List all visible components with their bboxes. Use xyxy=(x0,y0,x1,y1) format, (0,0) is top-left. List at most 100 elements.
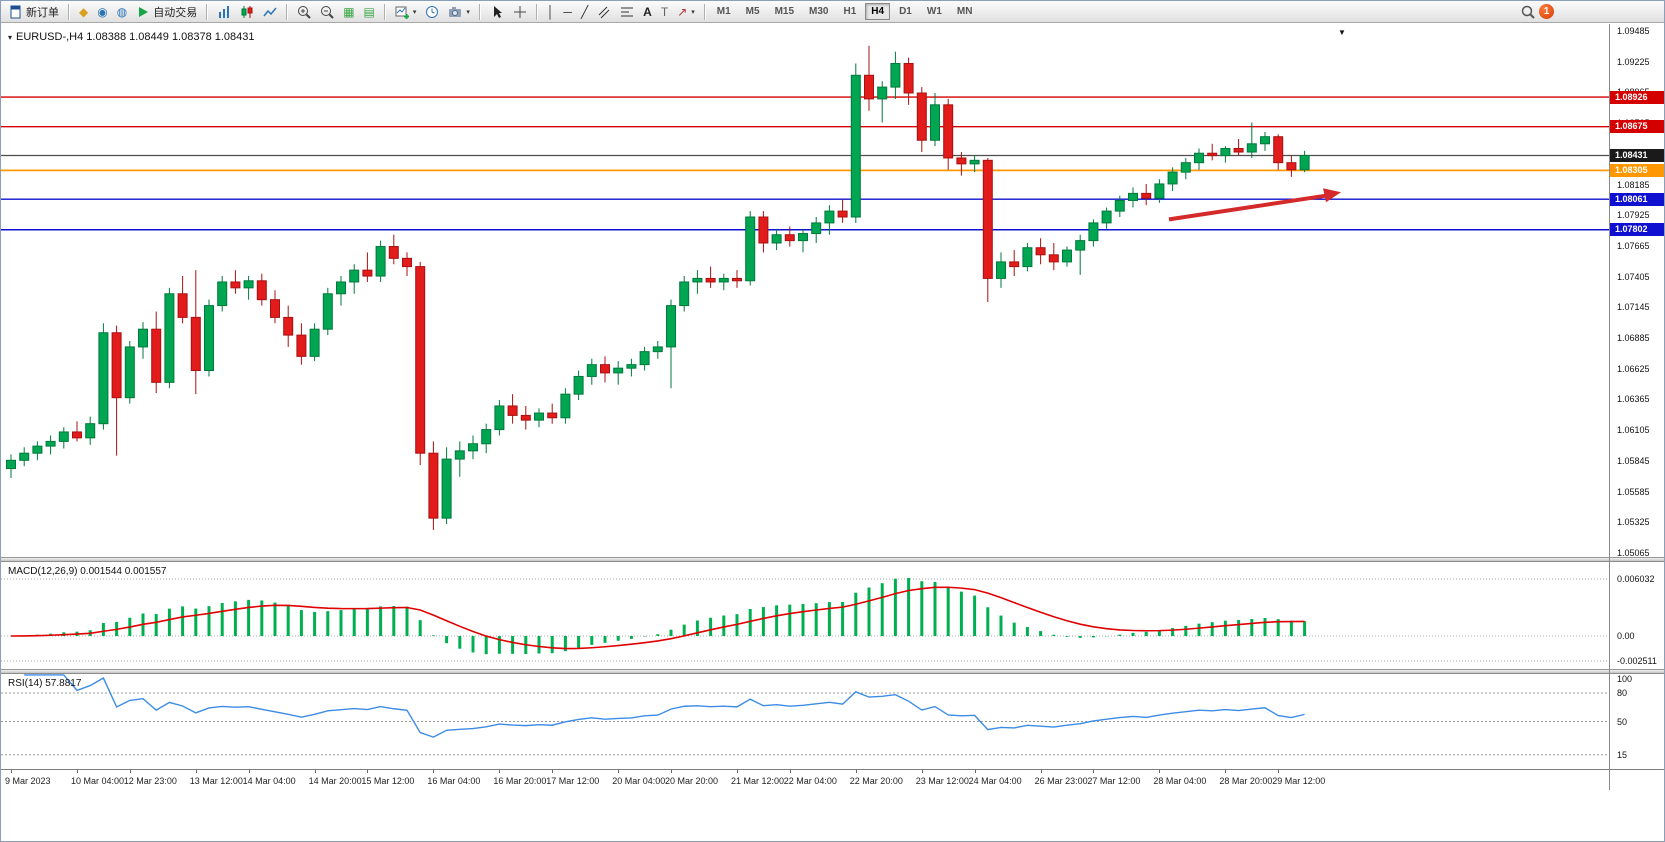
rsi-scale: 100 80 50 15 xyxy=(1610,674,1664,769)
time-tick xyxy=(248,770,250,773)
zoom-out-icon xyxy=(320,5,334,19)
trendline-button[interactable]: ╱ xyxy=(577,2,592,22)
time-label: 29 Mar 12:00 xyxy=(1272,776,1326,786)
timeframe-m1-button[interactable]: M1 xyxy=(716,6,731,17)
price-tick: 1.07145 xyxy=(1617,302,1650,313)
rsi-panel[interactable] xyxy=(1,674,1609,769)
time-tick xyxy=(195,770,197,773)
timeframe-d1-button[interactable]: D1 xyxy=(899,6,912,17)
price-tick: 1.09485 xyxy=(1617,26,1650,36)
timeframe-h1-button[interactable]: H1 xyxy=(843,6,857,17)
time-tick xyxy=(499,770,501,773)
navigator-button[interactable]: ◍ xyxy=(113,2,131,22)
hlines-layer xyxy=(1,96,1609,231)
time-label: 16 Mar 20:00 xyxy=(493,776,547,786)
zoom-in-icon xyxy=(297,5,311,19)
price-tick: 1.08185 xyxy=(1617,179,1650,190)
macd-tick: 0.00 xyxy=(1617,631,1635,641)
pivot-line-badge: 1.08305 xyxy=(1610,163,1664,177)
support-line-1-badge: 1.08061 xyxy=(1610,192,1664,206)
panel-separator[interactable] xyxy=(1,557,1664,562)
fibonacci-button[interactable] xyxy=(616,2,638,22)
timeframe-mn-button[interactable]: MN xyxy=(956,6,973,17)
candlestick-chart-button[interactable] xyxy=(236,2,258,22)
market-watch-button[interactable]: ◉ xyxy=(93,2,111,22)
chart-menu-arrow-icon[interactable]: ▼ xyxy=(1338,28,1346,37)
bar-chart-button[interactable] xyxy=(213,2,235,22)
time-tick xyxy=(11,770,12,773)
new-order-label: 新订单 xyxy=(26,6,59,19)
time-tick xyxy=(1159,770,1161,773)
search-button[interactable] xyxy=(1517,2,1539,22)
time-tick xyxy=(367,770,369,773)
cascade-windows-button[interactable]: ▤ xyxy=(360,2,379,22)
timeframe-m5-button[interactable]: M5 xyxy=(745,6,760,17)
resistance-line-2-badge: 1.08675 xyxy=(1610,120,1664,134)
charts-button[interactable]: ◆ xyxy=(75,2,92,22)
time-tick xyxy=(1225,770,1227,773)
crosshair-button[interactable] xyxy=(509,2,531,22)
time-tick xyxy=(77,770,78,773)
snapshot-icon xyxy=(448,5,462,19)
new-chart-button[interactable]: ▾ xyxy=(391,2,421,22)
time-axis[interactable]: 9 Mar 2023 10 Mar 04:00 12 Mar 23:00 13 Mar… xyxy=(1,769,1664,792)
tile-windows-button[interactable]: ▦ xyxy=(339,2,358,22)
time-tick xyxy=(855,770,857,773)
price-chart[interactable] xyxy=(1,24,1609,557)
toolbar-separator xyxy=(478,3,481,20)
macd-histogram xyxy=(22,578,1307,655)
line-chart-icon xyxy=(263,5,277,19)
timeframe-w1-button[interactable]: W1 xyxy=(926,6,942,17)
horizontal-line-button[interactable]: ─ xyxy=(559,2,576,22)
period-button[interactable] xyxy=(421,2,443,22)
time-label: 28 Mar 20:00 xyxy=(1219,776,1273,786)
macd-tick: -0.002511 xyxy=(1617,656,1657,666)
autotrading-icon xyxy=(136,5,150,19)
time-tick xyxy=(618,770,620,773)
chart-title-text: EURUSD-,H4 1.08388 1.08449 1.08378 1.084… xyxy=(16,31,255,43)
new-order-button[interactable]: 新订单 xyxy=(5,2,63,22)
timeframe-h4-button[interactable]: H4 xyxy=(865,3,891,20)
line-chart-button[interactable] xyxy=(259,2,281,22)
label-icon: T xyxy=(660,4,669,19)
time-label: 28 Mar 04:00 xyxy=(1153,776,1207,786)
arrow-annotation xyxy=(1168,188,1341,222)
vertical-line-icon: │ xyxy=(546,4,555,19)
macd-label: MACD(12,26,9) 0.001544 0.001557 xyxy=(8,566,167,577)
rsi-line xyxy=(24,674,1305,738)
chart-collapse-icon[interactable]: ▾ xyxy=(8,32,13,42)
scale-divider xyxy=(1609,24,1610,790)
cascade-windows-icon: ▤ xyxy=(363,4,375,19)
time-label: 24 Mar 04:00 xyxy=(968,776,1022,786)
zoom-in-button[interactable] xyxy=(293,2,315,22)
macd-panel[interactable] xyxy=(1,562,1609,669)
price-scale[interactable]: 1.094851.092251.089651.087051.084451.081… xyxy=(1610,24,1664,558)
panel-separator[interactable] xyxy=(1,669,1664,674)
snapshot-button[interactable]: ▾ xyxy=(444,2,474,22)
channel-button[interactable] xyxy=(593,2,615,22)
chart-title: ▾ EURUSD-,H4 1.08388 1.08449 1.08378 1.0… xyxy=(8,31,255,43)
cursor-button[interactable] xyxy=(486,2,508,22)
zoom-out-button[interactable] xyxy=(316,2,338,22)
price-tick: 1.05845 xyxy=(1617,455,1650,466)
label-button[interactable]: T xyxy=(657,2,672,22)
autotrading-button[interactable]: 自动交易 xyxy=(132,2,201,22)
time-tick xyxy=(737,770,738,773)
timeframe-m30-button[interactable]: M30 xyxy=(809,6,829,17)
timeframe-m15-button[interactable]: M15 xyxy=(774,6,795,17)
notification-badge[interactable]: 1 xyxy=(1539,4,1554,19)
text-button[interactable]: A xyxy=(639,2,656,22)
time-label: 22 Mar 20:00 xyxy=(849,776,903,786)
time-tick xyxy=(789,770,791,773)
vertical-line-button[interactable]: │ xyxy=(543,2,559,22)
time-label: 12 Mar 23:00 xyxy=(123,776,177,786)
rsi-tick: 80 xyxy=(1617,688,1628,698)
time-tick xyxy=(552,770,554,773)
timeframe-buttons: M1 M5 M15 M30 H1 H4 D1 W1 MN xyxy=(710,3,980,20)
arrows-button[interactable]: ↗ ▾ xyxy=(673,2,699,22)
rsi-label: RSI(14) 57.8817 xyxy=(8,678,82,689)
arrows-icon: ↗ xyxy=(677,4,688,19)
rsi-tick: 100 xyxy=(1617,674,1633,684)
price-tick: 1.05585 xyxy=(1617,486,1650,497)
